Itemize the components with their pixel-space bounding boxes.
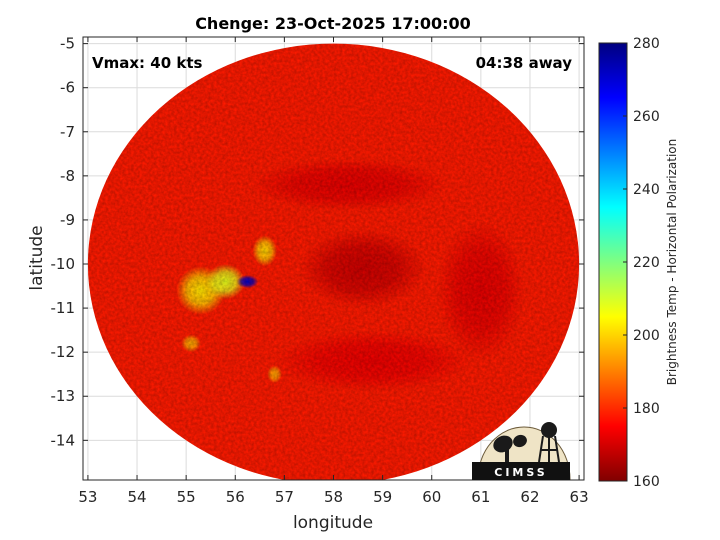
logo-band [472, 462, 570, 480]
x-tick-label: 62 [520, 488, 539, 506]
y-tick-label: -14 [51, 431, 76, 449]
x-tick-label: 60 [422, 488, 441, 506]
x-tick-label: 63 [570, 488, 589, 506]
colorbar-tick-label: 200 [633, 328, 660, 344]
chart-title: Chenge: 23-Oct-2025 17:00:00 [195, 14, 471, 33]
colorbar [598, 42, 628, 482]
swath-group [87, 43, 580, 480]
x-tick-label: 56 [226, 488, 245, 506]
dish-stand [505, 448, 509, 462]
swath-texture [87, 43, 580, 480]
colorbar-tick-label: 220 [633, 255, 660, 271]
x-axis-label: longitude [293, 513, 373, 533]
time-away-annotation: 04:38 away [476, 54, 573, 72]
colorbar-tick-label: 160 [633, 474, 660, 490]
y-tick-label: -12 [51, 343, 76, 361]
y-tick-label: -8 [60, 167, 75, 185]
x-axis-ticks: 53 54 55 56 57 58 59 60 61 62 63 [78, 488, 588, 506]
x-tick-label: 59 [373, 488, 392, 506]
colorbar-tick-label: 280 [633, 36, 660, 52]
colorbar-tick-label: 260 [633, 109, 660, 125]
x-tick-label: 55 [177, 488, 196, 506]
brightness-swath [87, 43, 580, 480]
y-axis-ticks: -5 -6 -7 -8 -9 -10 -11 -12 -13 -14 [51, 35, 76, 450]
colorbar-label: Brightness Temp - Horizontal Polarizatio… [665, 139, 679, 386]
vmax-annotation: Vmax: 40 kts [92, 54, 202, 72]
y-tick-label: -6 [60, 79, 75, 97]
y-tick-label: -11 [51, 299, 76, 317]
y-tick-label: -10 [51, 255, 76, 273]
y-tick-label: -7 [60, 123, 75, 141]
y-tick-label: -5 [60, 35, 75, 53]
swath-features [87, 43, 580, 480]
x-tick-label: 61 [471, 488, 490, 506]
y-tick-label: -13 [51, 387, 76, 405]
colorbar-ticks: 280 260 240 220 200 180 160 [623, 36, 660, 490]
x-tick-label: 54 [127, 488, 146, 506]
x-tick-label: 58 [324, 488, 343, 506]
plot-frame [82, 36, 585, 481]
water-tower-icon [541, 422, 557, 438]
y-tick-label: -9 [60, 211, 75, 229]
x-tick-label: 53 [78, 488, 97, 506]
satellite-dish-icon-small [513, 434, 527, 448]
logo-text: CIMSS [494, 466, 547, 479]
y-axis-label: latitude [27, 225, 47, 290]
colorbar-tick-label: 240 [633, 182, 660, 198]
cimss-logo: CIMSS [472, 422, 571, 480]
grid-overlay [83, 37, 584, 480]
water-tower-legs [538, 435, 560, 463]
colorbar-tick-label: 180 [633, 401, 660, 417]
x-tick-label: 57 [275, 488, 294, 506]
